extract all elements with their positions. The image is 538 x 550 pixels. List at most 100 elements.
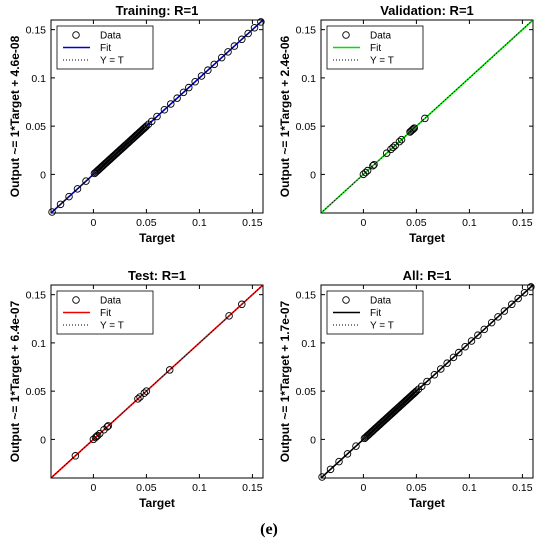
data-point xyxy=(82,177,90,185)
data-point xyxy=(167,100,175,108)
data-point xyxy=(514,294,522,303)
panel-title: All: R=1 xyxy=(403,268,452,283)
y-tick-label: 0 xyxy=(310,169,316,181)
data-point xyxy=(487,318,496,327)
data-point xyxy=(142,387,151,395)
data-point xyxy=(191,78,199,86)
data-point xyxy=(387,145,395,154)
y-tick-label: 0.05 xyxy=(296,121,317,133)
plot-lines xyxy=(51,20,263,213)
data-point xyxy=(210,60,218,69)
data-point xyxy=(500,307,509,315)
y-tick-label: 0.05 xyxy=(26,386,47,398)
data-point xyxy=(217,53,226,62)
legend-label-identity: Y = T xyxy=(370,321,394,332)
data-point xyxy=(250,23,259,32)
y-tick-label: 0.15 xyxy=(296,25,317,37)
data-point xyxy=(326,465,335,474)
fit-line xyxy=(321,285,533,478)
data-point xyxy=(71,452,80,460)
x-tick-label: 0.15 xyxy=(512,217,533,229)
legend-label-identity: Y = T xyxy=(370,56,394,67)
panel-title: Validation: R=1 xyxy=(380,3,474,18)
legend-label-data: Data xyxy=(100,296,122,307)
x-tick-label: 0.1 xyxy=(462,217,477,229)
x-tick-label: 0.05 xyxy=(406,217,427,229)
data-point xyxy=(391,141,399,150)
data-point xyxy=(147,117,156,126)
data-point xyxy=(417,382,426,391)
plot-lines xyxy=(51,285,263,478)
y-axis-label: Output ~= 1*Target + 4.6e-08 xyxy=(8,35,22,197)
data-point xyxy=(449,353,458,362)
data-point xyxy=(480,325,488,334)
y-tick-label: 0.15 xyxy=(296,290,317,302)
data-point xyxy=(224,48,232,56)
data-point xyxy=(179,88,188,97)
data-point xyxy=(103,423,111,431)
data-point xyxy=(153,112,161,121)
y-tick-label: 0 xyxy=(40,169,46,181)
data-point xyxy=(225,312,233,320)
x-tick-label: 0.05 xyxy=(136,217,157,229)
data-point xyxy=(352,442,360,450)
legend-label-fit: Fit xyxy=(100,308,111,319)
data-point xyxy=(96,429,104,438)
data-point xyxy=(204,66,212,74)
y-tick-label: 0.15 xyxy=(26,290,47,302)
data-point xyxy=(173,94,181,102)
data-point xyxy=(423,377,431,386)
data-point xyxy=(91,433,100,442)
data-point xyxy=(461,343,469,351)
x-axis-label: Target xyxy=(139,496,175,510)
legend-label-fit: Fit xyxy=(370,43,381,54)
figure-label: (e) xyxy=(260,521,278,538)
x-axis-label: Target xyxy=(139,231,175,245)
data-point xyxy=(197,72,206,80)
data-point xyxy=(455,348,463,357)
data-point xyxy=(93,431,102,440)
data-point xyxy=(361,168,370,177)
data-point xyxy=(421,114,429,123)
data-point xyxy=(520,288,529,297)
data-point xyxy=(73,185,82,193)
data-point xyxy=(395,137,404,146)
data-point xyxy=(56,200,65,209)
x-tick-label: 0 xyxy=(360,217,366,229)
data-point xyxy=(48,208,56,216)
x-tick-label: 0 xyxy=(90,217,96,229)
data-point xyxy=(257,18,265,26)
panel-title: Training: R=1 xyxy=(116,3,199,18)
data-point xyxy=(527,283,535,291)
plot-lines xyxy=(321,20,533,213)
data-point xyxy=(238,300,246,309)
data-point xyxy=(230,42,239,50)
data-point xyxy=(343,450,352,458)
y-tick-label: 0 xyxy=(310,434,316,446)
data-point xyxy=(140,124,149,132)
data-point xyxy=(467,337,476,345)
data-point xyxy=(410,124,419,132)
x-tick-label: 0 xyxy=(90,482,96,494)
panel-title: Test: R=1 xyxy=(128,268,186,283)
x-tick-label: 0.1 xyxy=(462,482,477,494)
x-tick-label: 0.05 xyxy=(406,482,427,494)
data-point xyxy=(104,422,112,430)
data-point xyxy=(140,389,149,397)
x-tick-label: 0.15 xyxy=(242,217,263,229)
data-point xyxy=(410,389,419,397)
legend-label-identity: Y = T xyxy=(100,56,124,67)
data-point xyxy=(369,161,377,170)
data-point xyxy=(412,387,421,395)
fit-line xyxy=(51,20,263,213)
data-point xyxy=(185,83,193,92)
y-tick-label: 0.1 xyxy=(31,73,46,85)
x-tick-label: 0.1 xyxy=(192,482,207,494)
x-tick-label: 0.15 xyxy=(512,482,533,494)
data-point xyxy=(244,29,252,38)
